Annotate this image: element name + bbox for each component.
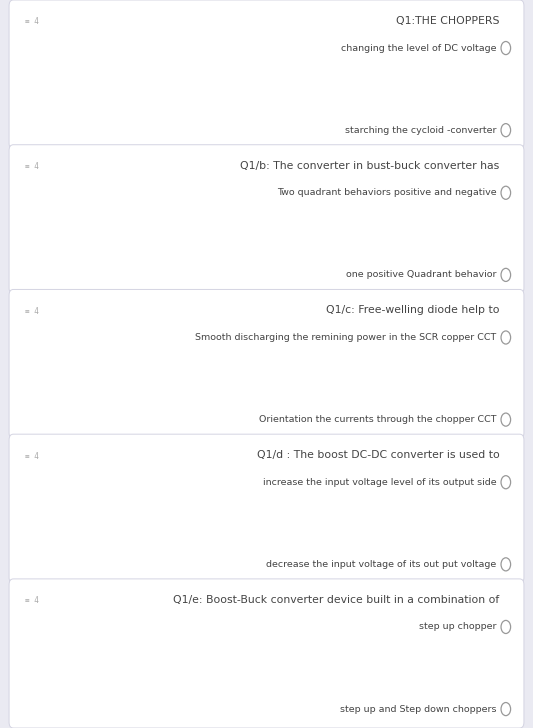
Circle shape [501, 269, 511, 282]
Text: one positive Quadrant behavior: one positive Quadrant behavior [346, 270, 496, 280]
FancyBboxPatch shape [9, 579, 524, 728]
Text: Q1/d : The boost DC-DC converter is used to: Q1/d : The boost DC-DC converter is used… [257, 450, 499, 460]
Text: ≡ 4: ≡ 4 [25, 451, 39, 461]
Text: Q1/e: Boost-Buck converter device built in a combination of: Q1/e: Boost-Buck converter device built … [173, 595, 499, 605]
FancyBboxPatch shape [9, 0, 524, 149]
Circle shape [501, 41, 511, 55]
Text: Q1:THE CHOPPERS: Q1:THE CHOPPERS [396, 16, 499, 26]
Text: starching the cycloid -converter: starching the cycloid -converter [345, 126, 496, 135]
Text: Q1/c: Free-welling diode help to: Q1/c: Free-welling diode help to [326, 306, 499, 315]
Circle shape [501, 475, 511, 488]
Text: Smooth discharging the remining power in the SCR copper CCT: Smooth discharging the remining power in… [195, 333, 496, 342]
Text: step up and Step down choppers: step up and Step down choppers [340, 705, 496, 713]
FancyBboxPatch shape [9, 145, 524, 294]
Text: Orientation the currents through the chopper CCT: Orientation the currents through the cho… [259, 415, 496, 424]
Text: changing the level of DC voltage: changing the level of DC voltage [341, 44, 496, 52]
Circle shape [501, 413, 511, 426]
Circle shape [501, 558, 511, 571]
Circle shape [501, 703, 511, 716]
Circle shape [501, 124, 511, 137]
Text: ≡ 4: ≡ 4 [25, 307, 39, 316]
FancyBboxPatch shape [9, 290, 524, 438]
FancyBboxPatch shape [9, 434, 524, 583]
Circle shape [501, 620, 511, 633]
Text: increase the input voltage level of its output side: increase the input voltage level of its … [263, 478, 496, 487]
Circle shape [501, 331, 511, 344]
Text: ≡ 4: ≡ 4 [25, 162, 39, 171]
Circle shape [501, 186, 511, 199]
Text: ≡ 4: ≡ 4 [25, 17, 39, 26]
Text: ≡ 4: ≡ 4 [25, 596, 39, 606]
Text: Two quadrant behaviors positive and negative: Two quadrant behaviors positive and nega… [277, 189, 496, 197]
Text: Q1/b: The converter in bust-buck converter has: Q1/b: The converter in bust-buck convert… [240, 161, 499, 171]
Text: step up chopper: step up chopper [419, 622, 496, 631]
Text: decrease the input voltage of its out put voltage: decrease the input voltage of its out pu… [266, 560, 496, 569]
